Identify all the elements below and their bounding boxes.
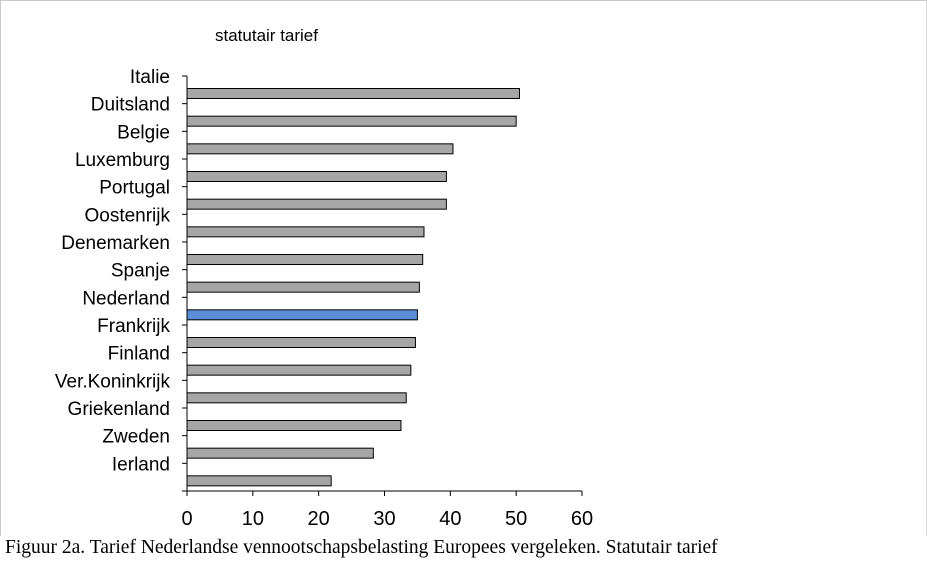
bar-frankrijk xyxy=(186,337,416,348)
bar-spanje xyxy=(186,281,420,293)
x-tick-label: 30 xyxy=(373,508,395,530)
bar-chart: statutair tarief Italie Duitsland Belgie Lu… xyxy=(55,26,593,530)
bar-zweden xyxy=(186,447,374,459)
bar-ierland xyxy=(186,475,332,487)
category-label: Luxemburg xyxy=(75,150,170,171)
tick-labels: 0 10 20 30 40 50 60 xyxy=(181,508,593,530)
category-label: Griekenland xyxy=(68,399,170,420)
x-tick-label: 0 xyxy=(181,508,192,530)
bar-finland xyxy=(186,364,412,376)
category-label: Duitsland xyxy=(91,95,170,116)
x-tick-label: 50 xyxy=(505,508,527,530)
category-label: Oostenrijk xyxy=(84,205,170,226)
category-label: Spanje xyxy=(111,261,170,282)
category-label: Finland xyxy=(108,344,170,365)
category-label: Zweden xyxy=(102,427,170,448)
bar-ver-koninkrijk xyxy=(186,392,407,404)
category-label: Ierland xyxy=(112,454,170,475)
bar-portugal xyxy=(186,198,447,210)
bar-italie xyxy=(186,88,520,99)
category-labels: Italie Duitsland Belgie Luxemburg Portugal Oo… xyxy=(55,67,171,475)
chart-frame: statutair tarief Italie Duitsland Belgie Lu… xyxy=(0,0,927,536)
category-label: Frankrijk xyxy=(97,316,170,337)
figure-caption: Figuur 2a. Tarief Nederlandse vennootsch… xyxy=(5,537,718,558)
bar-denemarken xyxy=(186,254,424,265)
bar-griekenland xyxy=(186,420,402,431)
x-tick-label: 60 xyxy=(571,508,593,530)
bar-duitsland xyxy=(186,115,517,127)
bar-luxemburg xyxy=(186,171,447,182)
bar-belgie xyxy=(186,143,454,155)
bar-oostenrijk xyxy=(186,226,425,238)
x-tick-label: 10 xyxy=(242,508,264,530)
category-label: Denemarken xyxy=(61,233,170,254)
category-label: Italie xyxy=(130,67,170,88)
category-label: Nederland xyxy=(82,288,170,309)
bars xyxy=(186,88,520,487)
chart-title: statutair tarief xyxy=(215,26,318,45)
bar-nederland xyxy=(186,309,418,321)
x-tick-label: 40 xyxy=(439,508,461,530)
category-label: Portugal xyxy=(99,178,170,199)
x-tick-label: 20 xyxy=(308,508,330,530)
category-label: Ver.Koninkrijk xyxy=(55,371,171,392)
category-label: Belgie xyxy=(117,122,170,143)
